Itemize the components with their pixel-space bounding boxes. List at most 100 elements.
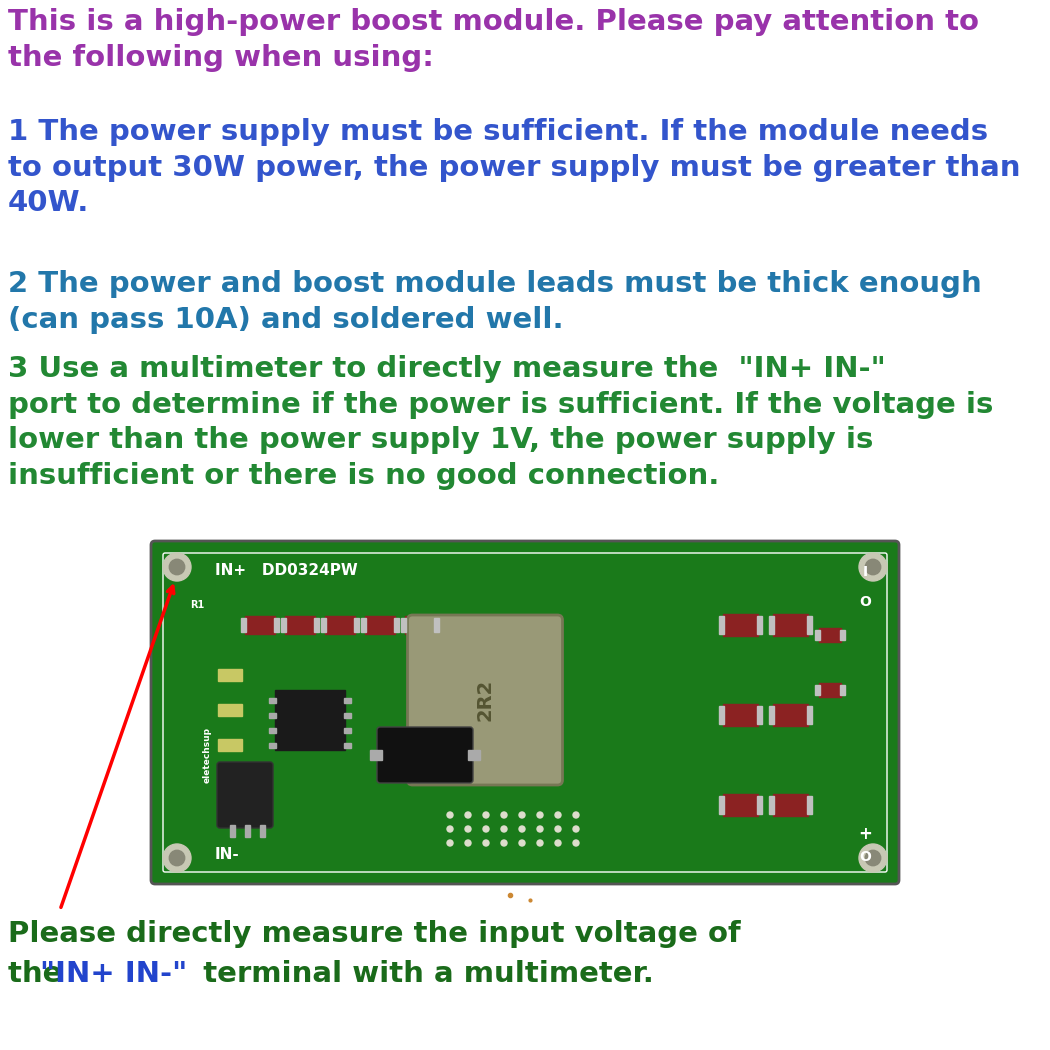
Text: I: I bbox=[862, 565, 867, 579]
Circle shape bbox=[501, 840, 507, 846]
Bar bbox=[722, 704, 757, 726]
Circle shape bbox=[865, 560, 881, 574]
Circle shape bbox=[163, 844, 191, 872]
Text: 1 The power supply must be sufficient. If the module needs
to output 30W power, : 1 The power supply must be sufficient. I… bbox=[8, 118, 1021, 217]
Circle shape bbox=[447, 840, 453, 846]
Circle shape bbox=[501, 812, 507, 818]
Bar bbox=[218, 669, 242, 681]
Bar bbox=[769, 706, 774, 724]
Bar bbox=[718, 616, 723, 634]
Bar bbox=[285, 616, 315, 634]
Bar bbox=[840, 685, 845, 695]
Bar bbox=[806, 796, 812, 814]
Bar bbox=[819, 628, 841, 642]
Text: R1: R1 bbox=[190, 600, 205, 610]
Text: eletechsup: eletechsup bbox=[203, 727, 211, 783]
Bar bbox=[806, 706, 812, 724]
Text: IN-: IN- bbox=[215, 847, 239, 862]
Circle shape bbox=[483, 840, 489, 846]
Text: +: + bbox=[858, 825, 871, 843]
Circle shape bbox=[537, 840, 543, 846]
Circle shape bbox=[555, 840, 561, 846]
Bar bbox=[401, 618, 406, 632]
Bar bbox=[245, 825, 250, 837]
Bar bbox=[756, 706, 761, 724]
Bar bbox=[773, 794, 807, 816]
Circle shape bbox=[519, 826, 525, 832]
Text: 3 Use a multimeter to directly measure the  "IN+ IN-"
port to determine if the p: 3 Use a multimeter to directly measure t… bbox=[8, 355, 993, 490]
Bar bbox=[815, 685, 820, 695]
Bar bbox=[354, 618, 359, 632]
Bar bbox=[806, 616, 812, 634]
Bar bbox=[769, 616, 774, 634]
Text: 2 The power and boost module leads must be thick enough
(can pass 10A) and solde: 2 The power and boost module leads must … bbox=[8, 270, 982, 334]
Bar bbox=[405, 616, 435, 634]
Bar bbox=[344, 743, 351, 748]
Text: This is a high-power boost module. Please pay attention to
the following when us: This is a high-power boost module. Pleas… bbox=[8, 8, 979, 71]
Text: terminal with a multimeter.: terminal with a multimeter. bbox=[183, 960, 654, 988]
Circle shape bbox=[483, 826, 489, 832]
Bar bbox=[756, 616, 761, 634]
Circle shape bbox=[555, 812, 561, 818]
Bar bbox=[819, 682, 841, 697]
Text: IN+   DD0324PW: IN+ DD0324PW bbox=[215, 563, 358, 578]
Bar bbox=[274, 618, 279, 632]
Circle shape bbox=[859, 844, 887, 872]
Text: Please directly measure the input voltage of: Please directly measure the input voltag… bbox=[8, 920, 740, 948]
FancyBboxPatch shape bbox=[377, 727, 472, 783]
Bar bbox=[365, 616, 395, 634]
Bar bbox=[718, 796, 723, 814]
Bar bbox=[361, 618, 366, 632]
Circle shape bbox=[465, 840, 471, 846]
Text: "IN+ IN-": "IN+ IN-" bbox=[40, 960, 187, 988]
Circle shape bbox=[859, 553, 887, 581]
Circle shape bbox=[537, 826, 543, 832]
Bar bbox=[434, 618, 439, 632]
Circle shape bbox=[483, 812, 489, 818]
Circle shape bbox=[447, 826, 453, 832]
Bar bbox=[344, 698, 351, 704]
Bar bbox=[269, 713, 276, 718]
Bar bbox=[773, 614, 807, 636]
Circle shape bbox=[163, 553, 191, 581]
Bar bbox=[242, 618, 246, 632]
FancyBboxPatch shape bbox=[151, 541, 899, 884]
Bar bbox=[722, 794, 757, 816]
Bar bbox=[269, 728, 276, 733]
Circle shape bbox=[519, 840, 525, 846]
Circle shape bbox=[169, 850, 185, 865]
Bar bbox=[245, 616, 275, 634]
Bar bbox=[769, 796, 774, 814]
Bar bbox=[815, 630, 820, 640]
Circle shape bbox=[519, 812, 525, 818]
Bar bbox=[260, 825, 265, 837]
Bar bbox=[275, 690, 345, 750]
Bar bbox=[218, 704, 242, 716]
Bar bbox=[370, 750, 382, 760]
Bar bbox=[840, 630, 845, 640]
Bar bbox=[269, 698, 276, 704]
Bar bbox=[344, 713, 351, 718]
Circle shape bbox=[573, 826, 579, 832]
Bar bbox=[722, 614, 757, 636]
Circle shape bbox=[865, 850, 881, 865]
Bar bbox=[344, 728, 351, 733]
Bar bbox=[281, 618, 286, 632]
Circle shape bbox=[573, 840, 579, 846]
Circle shape bbox=[555, 826, 561, 832]
Bar bbox=[321, 618, 326, 632]
Text: O: O bbox=[859, 850, 870, 864]
Circle shape bbox=[465, 826, 471, 832]
Bar bbox=[326, 616, 355, 634]
Bar bbox=[314, 618, 319, 632]
Circle shape bbox=[573, 812, 579, 818]
Bar bbox=[394, 618, 399, 632]
Bar bbox=[269, 743, 276, 748]
Circle shape bbox=[447, 812, 453, 818]
Text: 2R2: 2R2 bbox=[476, 679, 495, 721]
Bar bbox=[718, 706, 723, 724]
Bar bbox=[773, 704, 807, 726]
Bar bbox=[218, 739, 242, 751]
Circle shape bbox=[537, 812, 543, 818]
FancyBboxPatch shape bbox=[217, 762, 273, 828]
